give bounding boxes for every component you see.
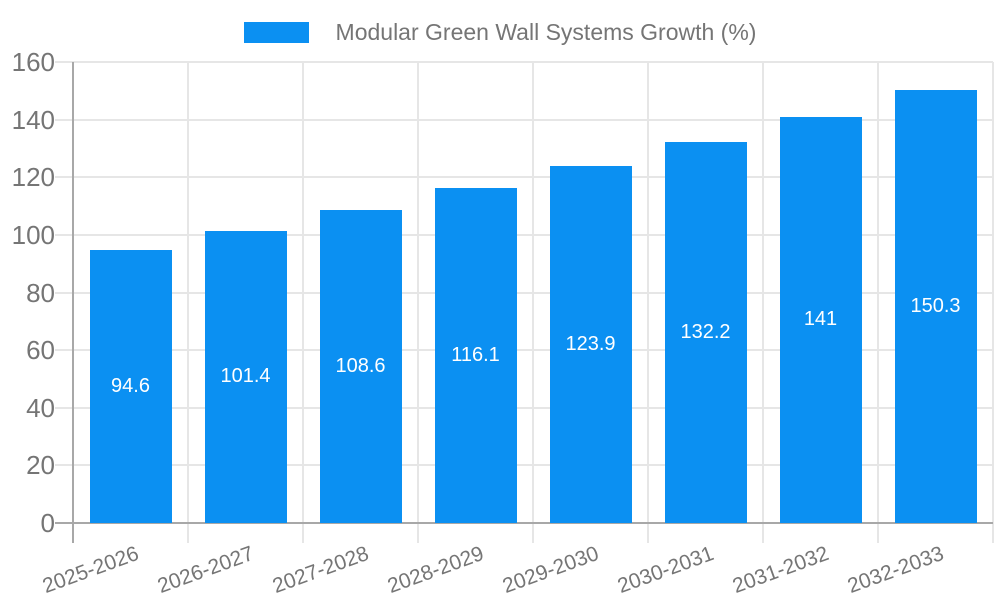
bar-value-label: 132.2 <box>680 321 731 344</box>
legend: Modular Green Wall Systems Growth (%) <box>0 19 1000 46</box>
x-category-label: 2027-2028 <box>269 542 372 598</box>
x-category-label: 2026-2027 <box>154 542 257 598</box>
bar: 108.6 <box>319 210 402 523</box>
bar-value-label: 123.9 <box>565 332 616 355</box>
bar-value-label: 141 <box>803 308 838 331</box>
grid-line-vertical <box>187 62 189 523</box>
x-axis-tick <box>417 523 419 543</box>
x-axis-tick <box>72 523 74 543</box>
grid-line-vertical <box>417 62 419 523</box>
x-category-label: 2032-2033 <box>844 542 947 598</box>
legend-label: Modular Green Wall Systems Growth (%) <box>335 19 757 45</box>
y-tick-label: 120 <box>11 162 55 193</box>
y-axis-tick <box>55 406 73 409</box>
legend-swatch <box>243 22 309 43</box>
x-category-label: 2030-2031 <box>614 542 717 598</box>
x-axis-line <box>55 522 993 524</box>
x-axis-tick <box>877 523 879 543</box>
bar: 141 <box>779 116 862 523</box>
x-category-label: 2028-2029 <box>384 542 487 598</box>
y-tick-label: 140 <box>11 104 55 135</box>
y-axis-tick <box>55 233 73 236</box>
y-tick-label: 0 <box>40 508 55 538</box>
grid-line-vertical <box>877 62 879 523</box>
grid-line-vertical <box>647 62 649 523</box>
y-axis-tick <box>55 464 73 467</box>
y-tick-label: 20 <box>26 450 55 481</box>
x-axis-tick <box>992 523 994 543</box>
y-tick-label: 40 <box>26 392 55 423</box>
bar: 150.3 <box>894 89 977 523</box>
bar-value-label: 108.6 <box>335 355 386 378</box>
bar: 132.2 <box>664 142 747 523</box>
grid-line-vertical <box>302 62 304 523</box>
y-tick-label: 60 <box>26 335 55 366</box>
y-tick-label: 80 <box>26 277 55 308</box>
bar: 94.6 <box>89 250 172 523</box>
y-axis-tick <box>55 176 73 179</box>
bar-value-label: 150.3 <box>910 294 961 317</box>
y-axis-tick <box>55 61 73 63</box>
bar-value-label: 116.1 <box>451 344 500 367</box>
x-axis-tick <box>302 523 304 543</box>
x-axis-tick <box>647 523 649 543</box>
y-tick-label: 160 <box>11 47 55 77</box>
bar: 123.9 <box>549 166 632 523</box>
x-axis-tick <box>187 523 189 543</box>
x-axis-tick <box>532 523 534 543</box>
x-category-label: 2031-2032 <box>729 542 832 598</box>
y-axis-tick <box>55 349 73 352</box>
x-category-label: 2025-2026 <box>39 542 142 598</box>
x-category-label: 2029-2030 <box>499 542 602 598</box>
grid-line-vertical <box>992 62 994 523</box>
bar: 101.4 <box>204 230 287 523</box>
grid-line-vertical <box>762 62 764 523</box>
y-axis-tick <box>55 118 73 121</box>
bar: 116.1 <box>434 188 517 523</box>
y-axis-line <box>72 62 74 523</box>
bar-value-label: 101.4 <box>220 365 271 388</box>
y-tick-label: 100 <box>11 219 55 250</box>
grid-line-vertical <box>532 62 534 523</box>
bar-value-label: 94.6 <box>111 375 150 398</box>
x-axis-tick <box>762 523 764 543</box>
y-axis-tick <box>55 291 73 294</box>
